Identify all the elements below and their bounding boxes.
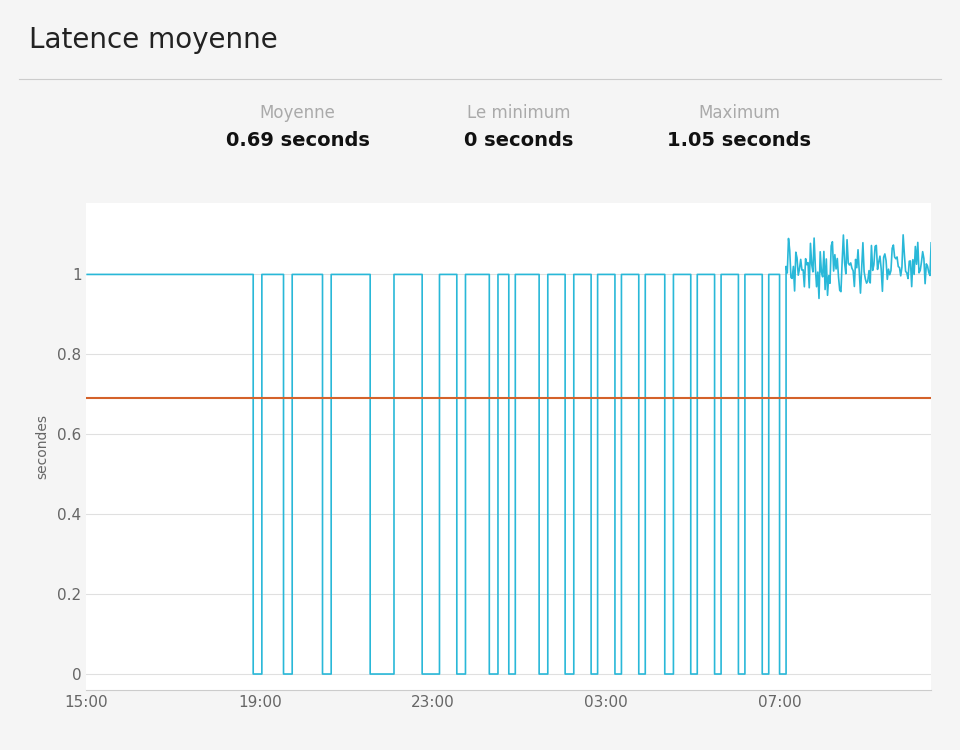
Text: Latence moyenne: Latence moyenne: [29, 26, 277, 54]
Text: 1.05 seconds: 1.05 seconds: [667, 131, 811, 150]
Text: Moyenne: Moyenne: [259, 104, 336, 122]
Text: 0 seconds: 0 seconds: [464, 131, 573, 150]
Text: 0.69 seconds: 0.69 seconds: [226, 131, 370, 150]
Y-axis label: secondes: secondes: [35, 414, 49, 478]
Text: Maximum: Maximum: [698, 104, 780, 122]
Text: Le minimum: Le minimum: [467, 104, 570, 122]
